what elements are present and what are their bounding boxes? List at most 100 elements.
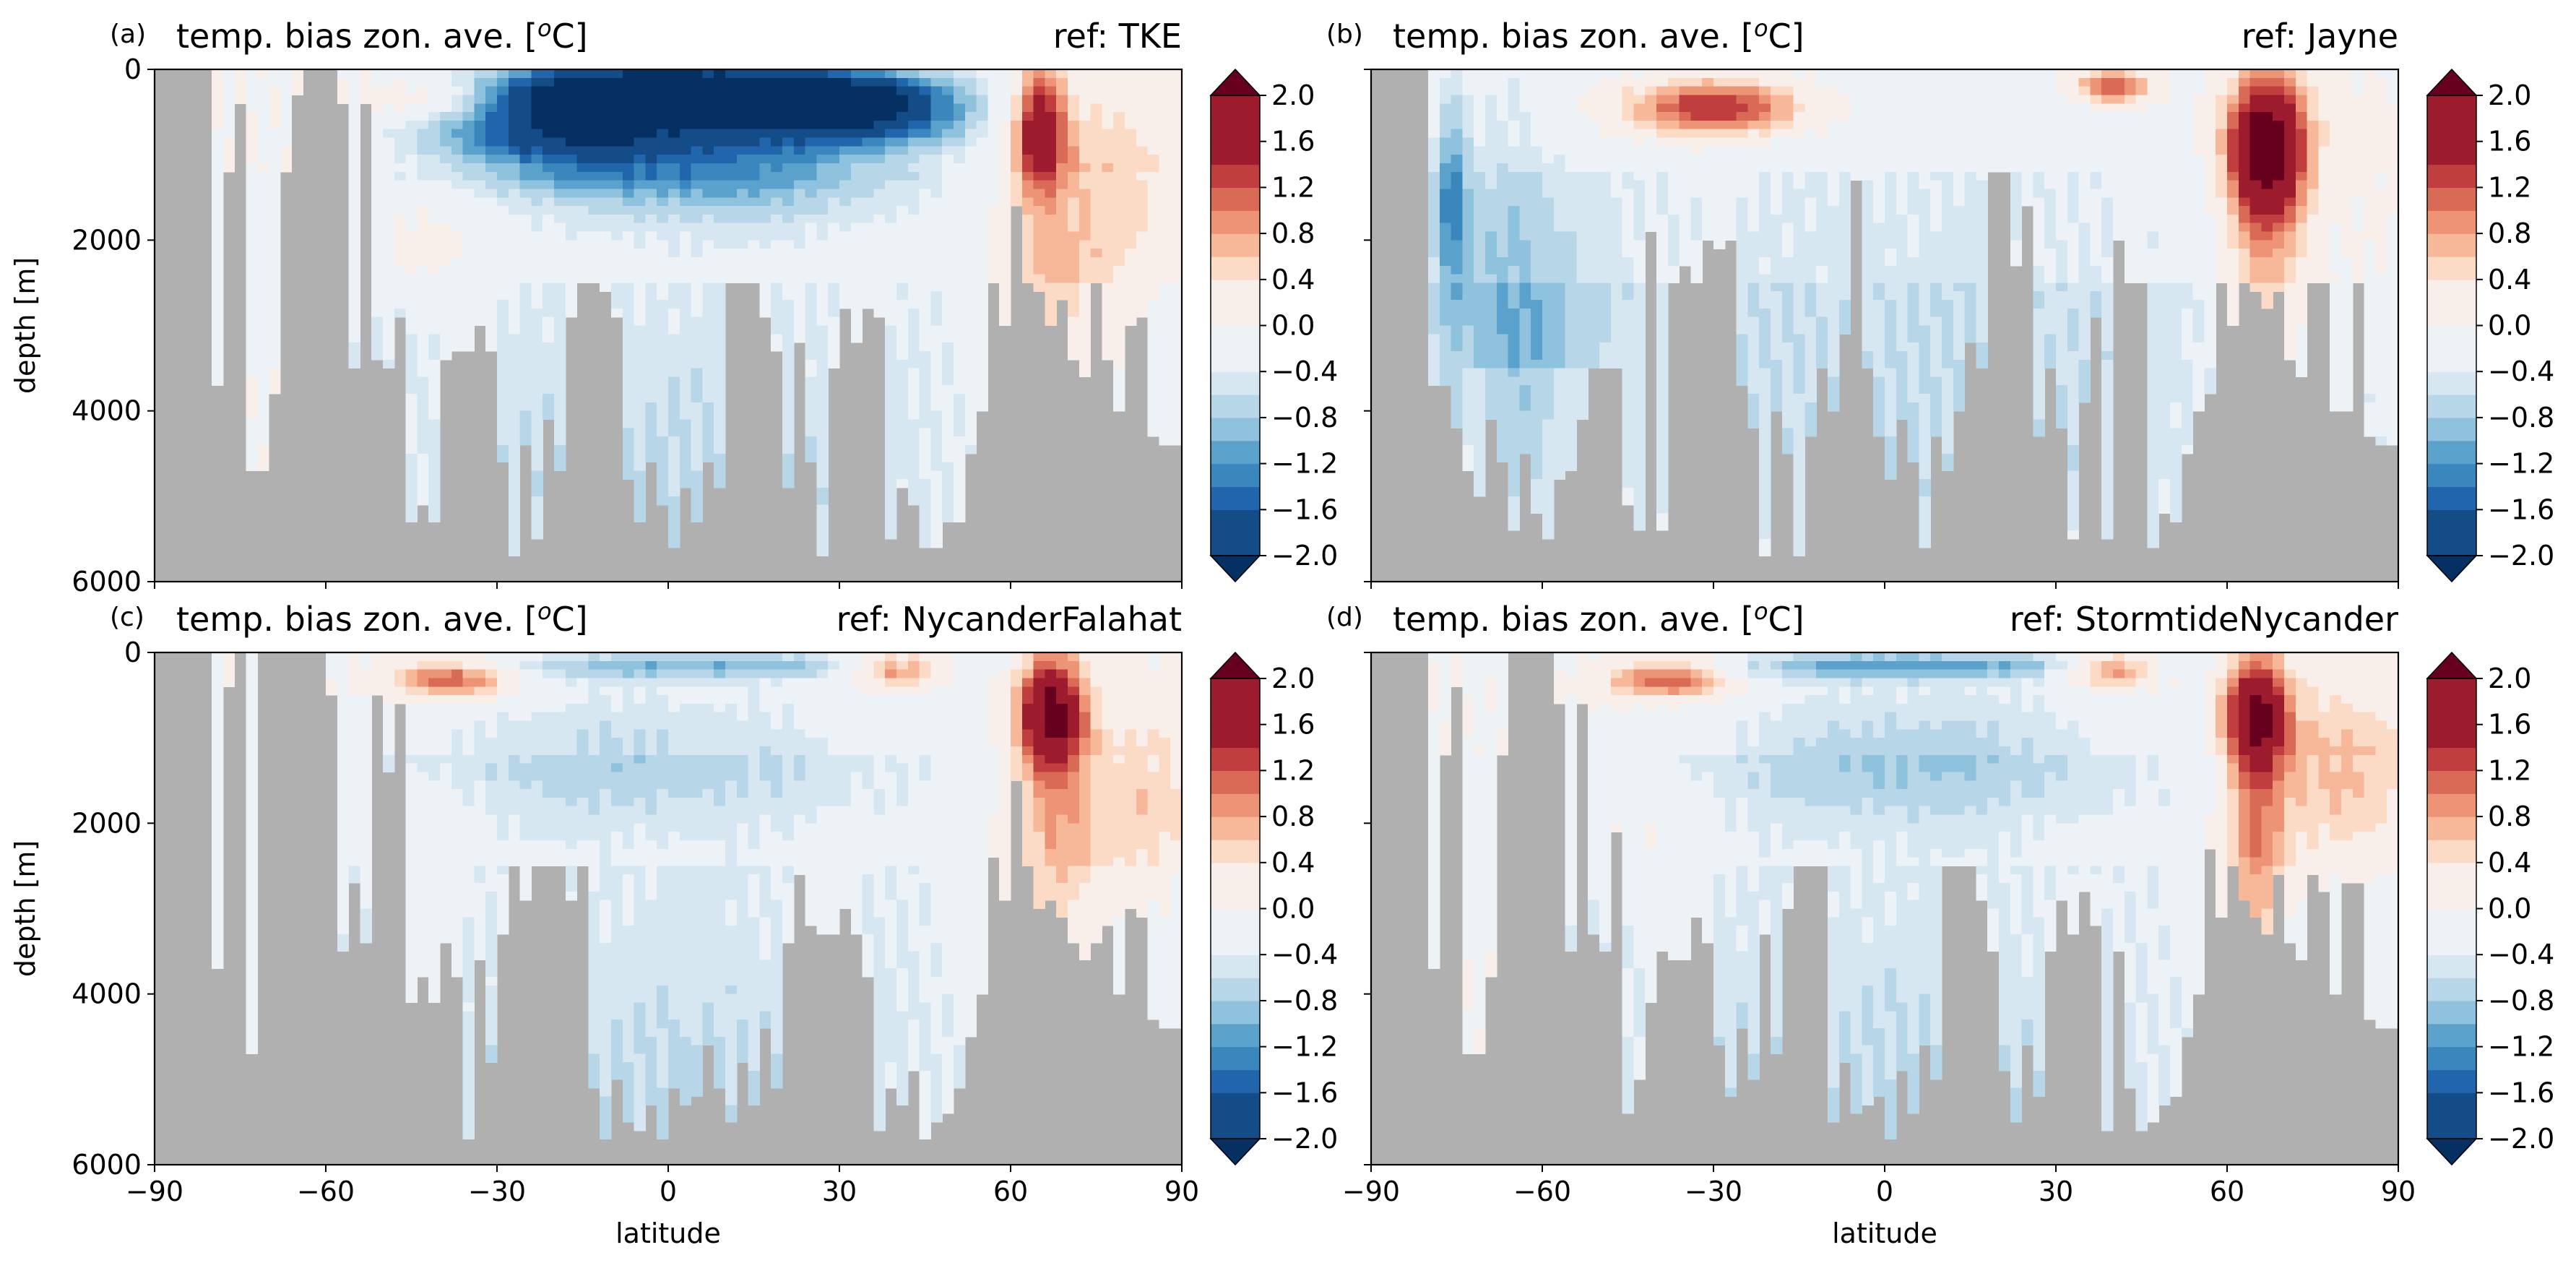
field-cell: [1451, 300, 1463, 352]
field-cell: [919, 428, 931, 480]
field-cell: [782, 300, 795, 454]
field-cell: [1976, 848, 1988, 867]
field-cell: [1930, 316, 1942, 377]
field-cell: [1793, 738, 1805, 798]
field-cell: [2249, 95, 2262, 113]
field-cell: [2375, 171, 2387, 190]
field-cell: [2238, 652, 2251, 662]
field-cell: [508, 814, 521, 867]
field-cell: [862, 129, 874, 139]
field-cell: [736, 155, 749, 181]
field-cell: [1622, 86, 1634, 121]
colorbar-bin: [2427, 417, 2476, 441]
field-cell: [1759, 900, 1771, 935]
colorbar-bin: [2427, 793, 2476, 817]
field-cell: [1919, 695, 1931, 722]
field-cell: [634, 1053, 646, 1131]
field-cell: [1011, 669, 1023, 687]
field-cell: [554, 206, 566, 224]
field-cell: [2090, 291, 2102, 318]
field-cell: [668, 308, 680, 335]
field-cell: [2067, 103, 2080, 173]
field-cell: [622, 848, 635, 867]
field-cell: [1781, 686, 1794, 704]
field-cell: [1565, 69, 1577, 173]
x-tick-label: 30: [822, 1176, 857, 1207]
colorbar-tick-label: −1.2: [1271, 448, 1338, 480]
field-cell: [2216, 129, 2228, 155]
field-cell: [1736, 1002, 1748, 1029]
field-cell: [2375, 720, 2387, 824]
colorbar-bin: [2427, 302, 2476, 327]
field-cell: [485, 660, 498, 671]
field-cell: [1508, 368, 1520, 377]
field-cell: [622, 1062, 635, 1123]
field-cell: [1633, 1036, 1646, 1080]
field-cell: [839, 206, 852, 233]
field-cell: [622, 214, 635, 233]
field-cell: [930, 325, 943, 412]
field-cell: [440, 223, 452, 267]
field-cell: [1610, 678, 1623, 687]
field-cell: [1102, 729, 1114, 867]
field-cell: [1056, 669, 1068, 679]
field-cell: [1021, 652, 1034, 671]
field-cell: [1862, 1045, 1874, 1105]
field-cell: [519, 410, 532, 446]
colorbar-bin: [1211, 302, 1260, 327]
field-cell: [634, 823, 646, 867]
field-cell: [634, 325, 646, 471]
field-cell: [771, 283, 783, 335]
field-cell: [2352, 797, 2365, 832]
colorbar-bin: [1211, 371, 1260, 395]
field-cell: [1045, 669, 1057, 687]
field-cell: [1793, 394, 1805, 557]
field-cell: [839, 137, 852, 147]
field-cell: [805, 146, 817, 164]
field-cell: [269, 86, 281, 130]
field-cell: [1679, 86, 1691, 96]
field-cell: [1667, 678, 1680, 687]
field-cell: [1759, 368, 1771, 540]
field-cell: [679, 283, 692, 421]
field-cell: [497, 77, 509, 87]
field-cell: [691, 402, 703, 471]
field-cell: [1736, 69, 1748, 79]
field-cell: [1907, 342, 1919, 403]
field-cell: [462, 695, 475, 704]
field-cell: [1553, 669, 1566, 704]
field-cell: [2101, 69, 2114, 79]
field-cell: [1862, 942, 1874, 986]
field-cell: [1056, 163, 1068, 190]
field-cell: [474, 163, 486, 181]
field-cell: [1816, 137, 1828, 173]
field-cell: [474, 780, 486, 867]
field-cell: [2330, 283, 2342, 412]
colorbar-tick-label: −2.0: [1271, 540, 1338, 572]
field-cell: [1736, 120, 1748, 130]
field-cell: [360, 908, 372, 944]
field-cell: [1896, 703, 1909, 730]
colorbar-tick-label: 0.0: [2488, 893, 2531, 925]
field-cell: [1068, 660, 1080, 679]
colorbar-bin: [1211, 747, 1260, 771]
field-cell: [2295, 900, 2308, 960]
x-tick-label: −30: [468, 1176, 526, 1207]
colorbar-tick-label: 2.0: [2488, 79, 2531, 111]
field-cell: [2249, 86, 2262, 96]
field-cell: [862, 695, 874, 756]
field-cell: [2113, 660, 2125, 671]
field-cell: [451, 703, 464, 730]
field-cell: [1759, 95, 1771, 104]
colorbar-tick-label: 0.4: [1271, 847, 1315, 879]
field-cell: [1508, 120, 1520, 147]
field-cell: [1667, 112, 1680, 121]
field-cell: [1428, 712, 1440, 969]
field-cell: [702, 180, 714, 198]
field-cell: [1942, 453, 1954, 471]
field-cell: [485, 1045, 498, 1063]
field-cell: [679, 660, 692, 671]
field-cell: [2330, 772, 2342, 816]
field-cell: [907, 214, 920, 309]
field-cell: [771, 214, 783, 241]
